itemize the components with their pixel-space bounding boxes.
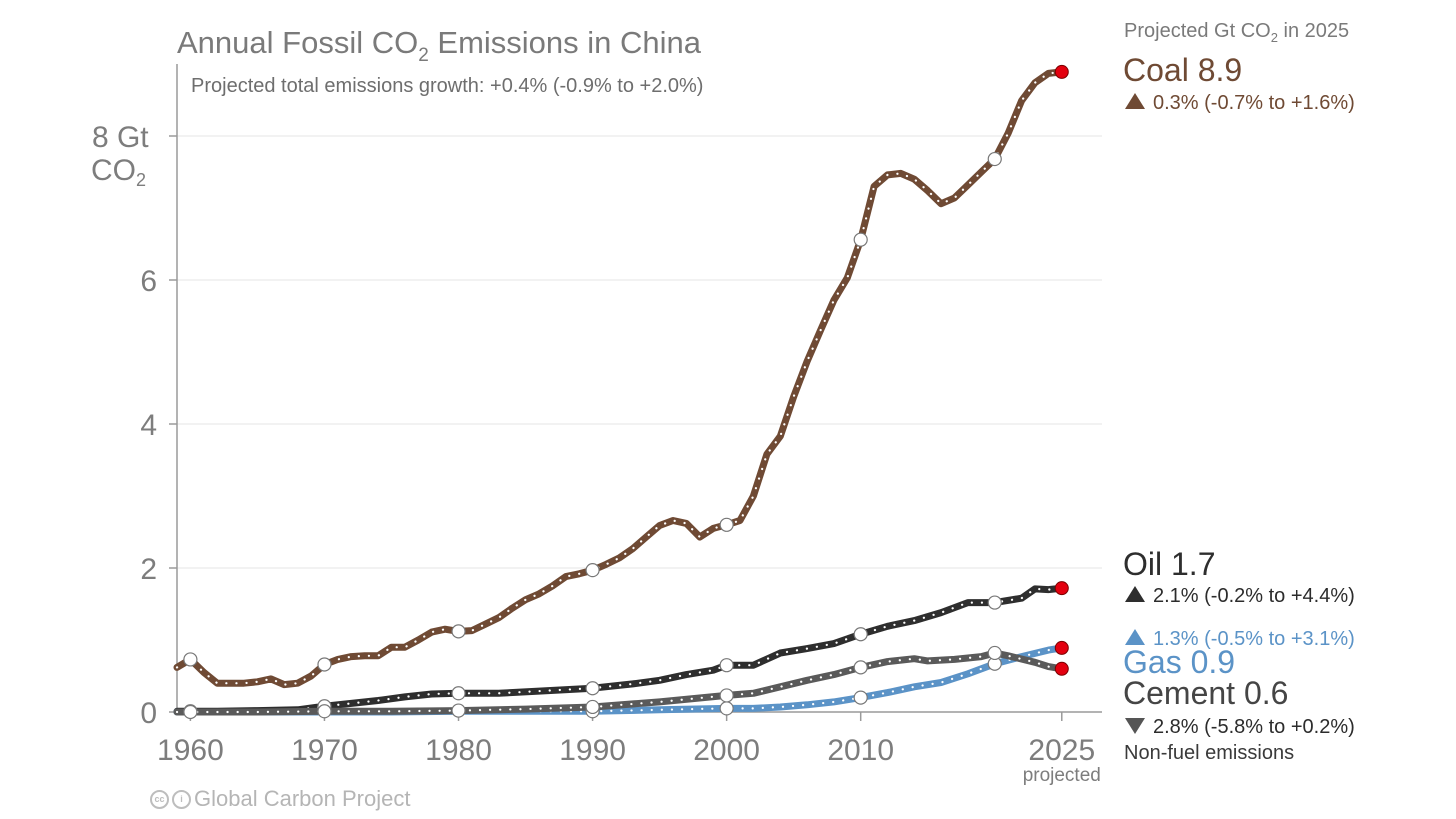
x-tick-label: 2000 xyxy=(693,734,760,767)
y-tick-label: 6 xyxy=(140,265,157,298)
oil-legend-label: Oil 1.7 xyxy=(1123,546,1215,582)
y-tick-label: 2 xyxy=(140,553,157,586)
cement-decade-marker xyxy=(585,699,600,715)
coal-decade-marker xyxy=(183,652,198,667)
coal-series-dots xyxy=(175,70,1063,686)
x-tick-label: 2010 xyxy=(827,734,894,767)
x-projected-label: projected xyxy=(1023,765,1101,786)
cement-decade-marker xyxy=(719,688,734,703)
credit-text: Global Carbon Project xyxy=(194,786,411,811)
chart-subtitle: Projected total emissions growth: +0.4% … xyxy=(191,75,703,97)
coal-decade-marker xyxy=(987,151,1002,167)
cement-projection-point xyxy=(1054,661,1069,676)
y-axis-unit-label: 8 Gt CO2 xyxy=(91,121,157,190)
cement-decade-marker xyxy=(987,645,1002,661)
x-tick-label: 1980 xyxy=(425,734,492,767)
cement-decade-marker xyxy=(451,703,466,718)
coal-triangle-up-icon xyxy=(1125,93,1145,109)
attribution-icon: i xyxy=(172,789,191,809)
x-tick-label: 1970 xyxy=(291,734,358,767)
y-tick-label: 4 xyxy=(140,409,157,442)
oil-decade-marker xyxy=(719,658,734,673)
gas-series-dots xyxy=(175,646,1063,714)
gas-decade-marker xyxy=(853,690,868,705)
oil-projection-point xyxy=(1054,581,1069,596)
oil-decade-marker xyxy=(451,686,466,701)
legend: Projected Gt CO2 in 2025 Coal 8.9 0.3% (-… xyxy=(1123,20,1355,764)
oil-growth-text: 2.1% (-0.2% to +4.4%) xyxy=(1153,585,1355,607)
axes xyxy=(169,64,1102,721)
cement-series-dots xyxy=(175,651,1063,714)
coal-growth-text: 0.3% (-0.7% to +1.6%) xyxy=(1153,92,1355,114)
coal-projection-point xyxy=(1054,64,1069,79)
gas-growth-text: 1.3% (-0.5% to +3.1%) xyxy=(1153,628,1355,650)
cement-decade-marker xyxy=(183,704,198,720)
oil-series-line xyxy=(173,584,1066,715)
coal-decade-marker xyxy=(853,232,868,247)
series-lines xyxy=(173,64,1069,720)
coal-series-line xyxy=(173,68,1066,689)
coal-decade-marker xyxy=(719,517,734,532)
grid-lines xyxy=(177,135,1102,569)
cement-note: Non-fuel emissions xyxy=(1124,742,1294,764)
cement-triangle-down-icon xyxy=(1125,718,1145,734)
gas-triangle-up-icon xyxy=(1125,629,1145,645)
y-tick-label: 0 xyxy=(140,697,157,730)
cement-decade-marker xyxy=(853,660,868,675)
x-tick-label: 1990 xyxy=(559,734,626,767)
coal-legend-label: Coal 8.9 xyxy=(1123,52,1242,88)
oil-series-dots xyxy=(175,587,1063,713)
gas-legend-label: Gas 0.9 xyxy=(1123,644,1235,680)
coal-decade-marker xyxy=(317,657,332,672)
oil-decade-marker xyxy=(585,681,600,696)
oil-decade-marker xyxy=(853,627,868,642)
tick-labels: 0 2 4 6 1960 1970 1980 1990 2000 2010 2025projecte… xyxy=(140,265,1101,786)
gas-projection-point xyxy=(1054,640,1069,655)
legend-header: Projected Gt CO2 in 2025 xyxy=(1124,20,1349,45)
oil-triangle-up-icon xyxy=(1125,586,1145,602)
x-tick-label: 2025 xyxy=(1028,734,1095,767)
cement-legend-label: Cement 0.6 xyxy=(1123,675,1288,711)
credit-line: cc i Global Carbon Project xyxy=(150,786,410,812)
creative-commons-icon: cc xyxy=(150,789,169,809)
coal-decade-marker xyxy=(451,624,466,639)
x-tick-label: 1960 xyxy=(157,734,224,767)
cement-decade-marker xyxy=(317,704,332,719)
chart-title: Annual Fossil CO2 Emissions in China xyxy=(177,25,702,66)
oil-decade-marker xyxy=(987,595,1002,610)
cement-growth-text: 2.8% (-5.8% to +0.2%) xyxy=(1153,716,1355,738)
coal-decade-marker xyxy=(585,563,600,578)
gas-decade-marker xyxy=(719,701,734,716)
